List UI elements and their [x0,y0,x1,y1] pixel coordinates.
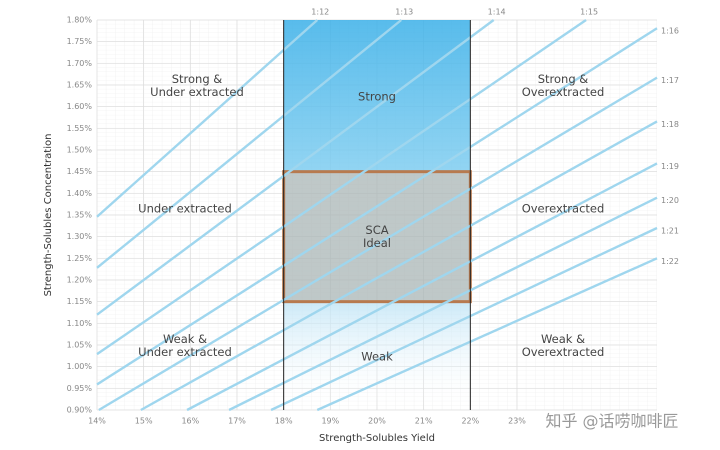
region-label: Strong [358,90,396,104]
x-tick-label: 23% [508,417,526,426]
ratio-label: 1:19 [661,162,679,171]
ratio-label: 1:21 [661,227,679,236]
x-tick-label: 21% [415,417,433,426]
region-label: Under extracted [138,345,232,359]
ratio-label: 1:15 [580,8,598,17]
y-tick-label: 1.15% [67,297,93,306]
y-tick-label: 1.60% [67,102,93,111]
ratio-label: 1:12 [311,8,329,17]
ratio-label: 1:16 [661,27,679,36]
x-tick-label: 18% [275,417,293,426]
y-tick-label: 1.30% [67,232,93,241]
y-tick-label: 1.55% [67,124,93,133]
x-axis-title: Strength-Solubles Yield [319,433,435,444]
ratio-line [96,19,587,356]
y-tick-label: 1.65% [67,81,93,90]
y-tick-label: 1.10% [67,319,93,328]
ratio-label: 1:20 [661,196,679,205]
x-tick-label: 14% [88,417,106,426]
region-label: Weak & [541,332,585,346]
strong-zone [283,20,471,172]
region-label: Overextracted [522,85,605,99]
ratio-line [316,257,658,412]
y-tick-label: 1.00% [67,362,93,371]
y-tick-label: 1.80% [67,16,93,25]
ratio-label: 1:13 [395,8,413,17]
y-tick-label: 1.70% [67,59,93,68]
y-axis-title: Strength-Solubles Concentration [43,134,54,297]
region-label: Under extracted [138,202,232,216]
x-tick-label: 17% [228,417,246,426]
x-tick-label: 16% [181,417,199,426]
y-tick-label: 1.35% [67,211,93,220]
ratio-line [98,76,658,412]
y-tick-label: 1.40% [67,189,93,198]
ratio-line [96,19,403,269]
region-label: Under extracted [150,85,244,99]
y-tick-label: 0.90% [67,406,93,415]
x-tick-label: 15% [135,417,153,426]
y-tick-label: 1.20% [67,276,93,285]
region-label: Strong & [172,72,223,86]
region-label: SCA [365,223,388,237]
ratio-line [228,196,658,412]
x-tick-label: 22% [461,417,479,426]
ratio-line [186,162,658,412]
y-tick-label: 1.25% [67,254,93,263]
region-label: Ideal [363,236,391,250]
region-label: Overextracted [522,345,605,359]
y-tick-label: 1.05% [67,341,93,350]
y-tick-label: 1.45% [67,167,93,176]
ratio-line [96,19,495,316]
ratio-label: 1:18 [661,120,679,129]
ratio-line [96,19,319,218]
ratio-line [140,120,658,412]
x-tick-label: 19% [321,417,339,426]
region-label: Overextracted [522,202,605,216]
region-label: Weak [361,350,393,364]
region-label: Strong & [538,72,589,86]
y-tick-label: 0.95% [67,384,93,393]
y-tick-label: 1.75% [67,37,93,46]
watermark: 知乎 @话唠咖啡匠 [545,412,678,431]
y-tick-label: 1.50% [67,146,93,155]
ratio-label: 1:14 [488,8,506,17]
region-label: Weak & [163,332,207,346]
ratio-label: 1:17 [661,76,679,85]
ratio-label: 1:22 [661,257,679,266]
ideal-zone [282,170,472,304]
ratio-line [270,226,658,412]
x-tick-label: 20% [368,417,386,426]
ratio-line [96,27,658,386]
